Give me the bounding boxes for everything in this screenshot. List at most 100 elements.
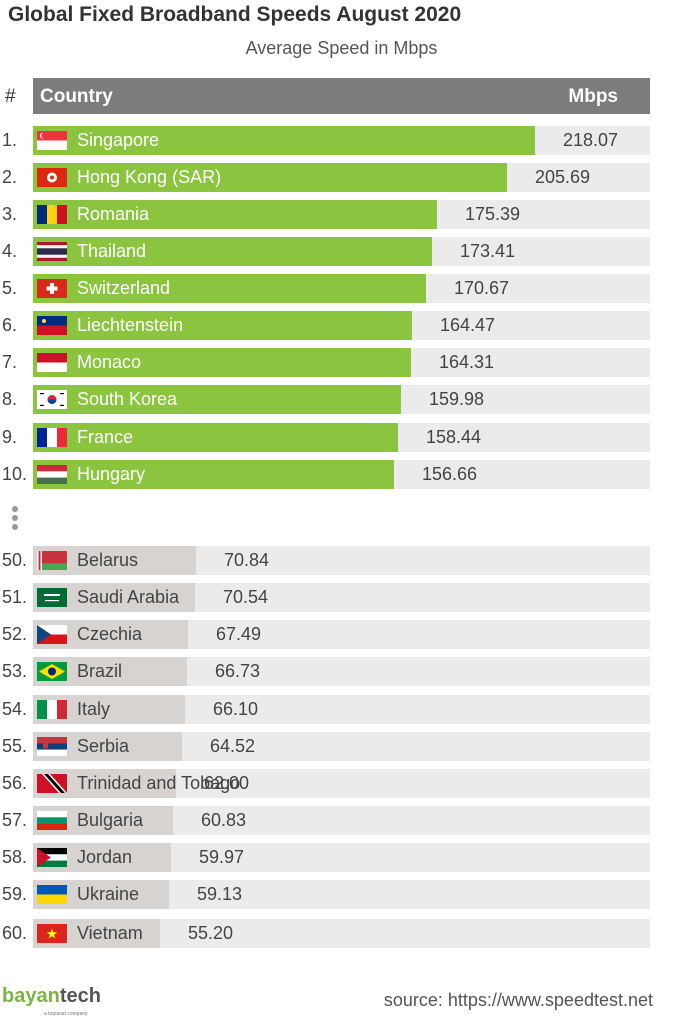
- value-label: 55.20: [188, 923, 234, 943]
- country-label: Czechia: [77, 624, 143, 644]
- rank-label: 51.: [2, 587, 28, 607]
- table-row: 51. Saudi Arabia 70.54: [0, 583, 693, 612]
- country-label: Monaco: [77, 352, 142, 372]
- rank-label: 5.: [2, 278, 18, 298]
- bulgaria-flag-icon: [37, 811, 67, 830]
- value-label: 59.97: [199, 847, 245, 867]
- country-label: Switzerland: [77, 278, 171, 298]
- country-label: Belarus: [77, 550, 139, 570]
- brazil-flag-icon: [37, 662, 67, 681]
- czechia-flag-icon: [37, 625, 67, 644]
- country-label: Saudi Arabia: [77, 587, 180, 607]
- chart-title: Global Fixed Broadband Speeds August 202…: [8, 3, 462, 26]
- vietnam-flag-icon: [37, 924, 67, 943]
- value-label: 218.07: [563, 130, 619, 150]
- table-row: 3. Romania 175.39: [0, 200, 693, 229]
- hungary-flag-icon: [37, 465, 67, 484]
- rank-label: 54.: [2, 699, 28, 719]
- value-label: 66.10: [213, 699, 259, 719]
- table-row: 2. Hong Kong (SAR) 205.69: [0, 163, 693, 192]
- table-row: 50. Belarus 70.84: [0, 546, 693, 575]
- bar: [33, 311, 412, 340]
- table-row: 58. Jordan 59.97: [0, 843, 693, 872]
- belarus-flag-icon: [37, 551, 67, 570]
- value-label: 164.47: [440, 315, 496, 335]
- rank-label: 4.: [2, 241, 18, 261]
- value-label: 173.41: [460, 241, 516, 261]
- rank-label: 3.: [2, 204, 18, 224]
- country-label: Hong Kong (SAR): [77, 167, 222, 187]
- country-column-header: Country: [40, 86, 113, 107]
- value-label: 60.83: [201, 810, 247, 830]
- value-label: 70.84: [224, 550, 270, 570]
- value-label: 70.54: [223, 587, 269, 607]
- rank-label: 8.: [2, 389, 18, 409]
- country-label: Trinidad and Tobago: [77, 773, 241, 793]
- table-row: 1. Singapore 218.07: [0, 126, 693, 155]
- value-label: 64.52: [210, 736, 256, 756]
- rank-label: 2.: [2, 167, 18, 187]
- value-label: 175.39: [465, 204, 521, 224]
- table-row: 4. Thailand 173.41: [0, 237, 693, 266]
- bar: [33, 460, 394, 489]
- rank-label: 52.: [2, 624, 28, 644]
- rank-label: 9.: [2, 427, 18, 447]
- hong-kong-flag-icon: [37, 168, 67, 187]
- bar: [33, 274, 426, 303]
- ukraine-flag-icon: [37, 885, 67, 904]
- rank-label: 55.: [2, 736, 28, 756]
- table-row: 55. Serbia 64.52: [0, 732, 693, 761]
- logo-part-a: bayan: [2, 985, 60, 1007]
- country-label: Ukraine: [77, 884, 140, 904]
- country-label: Italy: [77, 699, 111, 719]
- country-label: Bulgaria: [77, 810, 144, 830]
- value-label: 158.44: [426, 427, 482, 447]
- table-row: 5. Switzerland 170.67: [0, 274, 693, 303]
- serbia-flag-icon: [37, 737, 67, 756]
- bar: [33, 237, 432, 266]
- jordan-flag-icon: [37, 848, 67, 867]
- value-label: 62.00: [204, 773, 250, 793]
- france-flag-icon: [37, 428, 67, 447]
- rank-label: 6.: [2, 315, 18, 335]
- rank-label: 7.: [2, 352, 18, 372]
- value-label: 164.31: [439, 352, 495, 372]
- rank-label: 56.: [2, 773, 28, 793]
- saudi-arabia-flag-icon: [37, 588, 67, 607]
- source-note: source: https://www.speedtest.net: [383, 990, 653, 1010]
- table-row: 54. Italy 66.10: [0, 695, 693, 724]
- table-row: 10. Hungary 156.66: [0, 460, 693, 489]
- rank-label: 57.: [2, 810, 28, 830]
- table-row: 57. Bulgaria 60.83: [0, 806, 693, 835]
- table-row: 8. South Korea 159.98: [0, 385, 693, 414]
- rank-label: 10.: [2, 464, 28, 484]
- monaco-flag-icon: [37, 353, 67, 372]
- italy-flag-icon: [37, 700, 67, 719]
- value-label: 67.49: [216, 624, 262, 644]
- rank-column-header: #: [5, 86, 16, 107]
- bar: [33, 385, 401, 414]
- table-row: 6. Liechtenstein 164.47: [0, 311, 693, 340]
- switzerland-flag-icon: [37, 279, 67, 298]
- bar: [33, 348, 411, 377]
- bar: [33, 126, 535, 155]
- table-row: 59. Ukraine 59.13: [0, 880, 693, 909]
- singapore-flag-icon: [37, 131, 67, 150]
- rank-label: 1.: [2, 130, 18, 150]
- rank-label: 58.: [2, 847, 28, 867]
- value-label: 205.69: [535, 167, 591, 187]
- logo-part-b: tech: [59, 985, 101, 1007]
- table-row: 9. France 158.44: [0, 423, 693, 452]
- table-header: Country Mbps: [33, 78, 650, 114]
- value-label: 66.73: [215, 661, 261, 681]
- ellipsis-icon: [12, 506, 20, 532]
- value-label: 170.67: [454, 278, 510, 298]
- rank-label: 59.: [2, 884, 28, 904]
- logo-tagline: a bayanat company: [44, 1011, 88, 1017]
- table-row: 56. Trinidad and Tobago 62.00: [0, 769, 693, 798]
- trinidad-tobago-flag-icon: [37, 774, 67, 793]
- logo: bayantech: [2, 985, 101, 1008]
- rank-label: 60.: [2, 923, 28, 943]
- table-row: 52. Czechia 67.49: [0, 620, 693, 649]
- bar: [33, 200, 437, 229]
